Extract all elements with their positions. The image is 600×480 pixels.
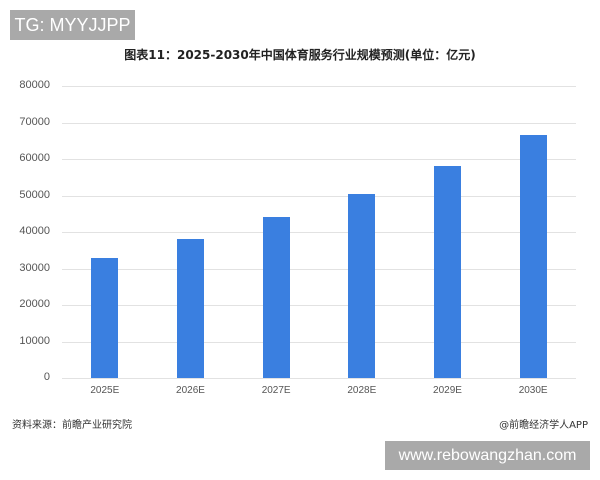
gridline [62,232,576,233]
y-tick-label: 20000 [19,298,50,310]
gridline [62,159,576,160]
tg-watermark-badge: TG: MYYJJPP [10,10,135,40]
bar-2025E [91,257,119,378]
gridline [62,305,576,306]
gridline [62,378,576,379]
y-tick-label: 70000 [19,115,50,128]
x-tick-label: 2028E [347,385,377,396]
y-tick-label: 0 [43,371,50,383]
y-tick-label: 60000 [19,152,50,164]
y-tick-label: 10000 [19,334,50,347]
bar-2029E [434,166,461,378]
gridline [62,86,576,87]
x-tick-label: 2030E [518,385,548,396]
site-watermark-badge: www.rebowangzhan.com [385,441,590,470]
gridline [62,268,576,270]
source-note: 资料来源：前瞻产业研究院 [12,420,132,431]
bar-chart: 0 10000 20000 30000 40000 50000 60000 70000 8000… [19,79,576,396]
y-tick-label: 80000 [19,79,50,91]
x-tick-label: 2025E [90,385,120,396]
bar-2028E [348,193,376,378]
x-tick-label: 2029E [433,385,462,396]
y-tick-label: 30000 [19,261,50,274]
y-tick-label: 50000 [19,188,50,201]
bar-2030E [519,134,547,378]
y-tick-label: 40000 [19,225,50,237]
gridline [62,122,576,124]
brand-credit: @前瞻经济学人APP [499,420,588,431]
chart-title: 图表11：2025-2030年中国体育服务行业规模预测(单位：亿元) [124,48,476,62]
bar-2026E [177,239,204,378]
x-tick-label: 2027E [261,385,291,396]
gridline [62,195,576,197]
gridline [62,341,576,343]
x-tick-label: 2026E [176,385,205,396]
bar-2027E [262,217,290,378]
